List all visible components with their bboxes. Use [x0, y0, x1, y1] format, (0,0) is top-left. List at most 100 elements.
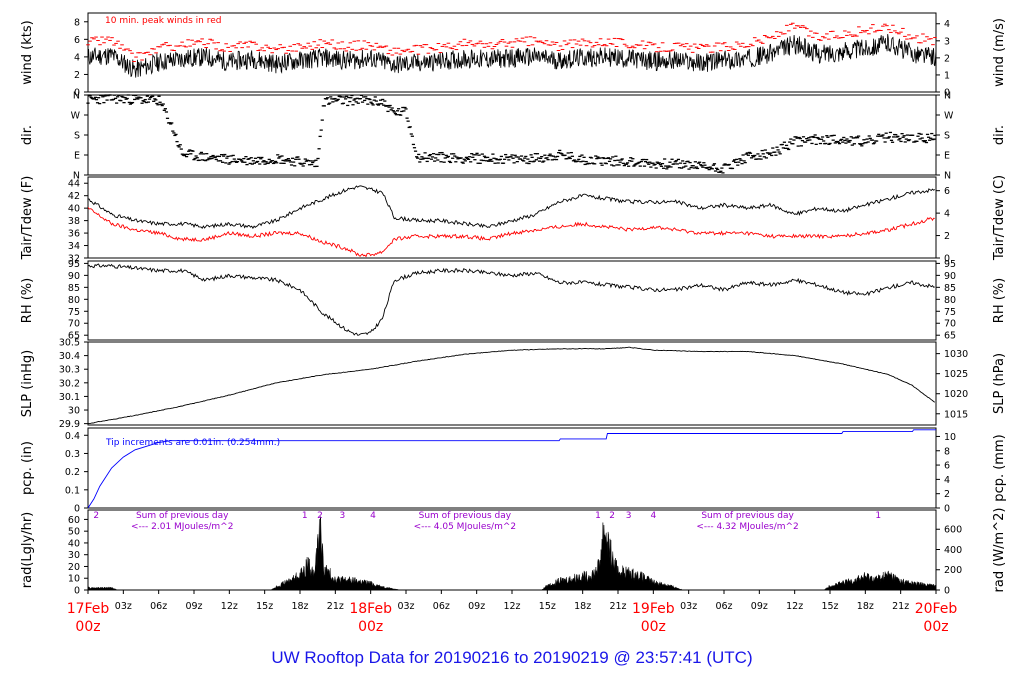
rad-day-total-label: Sum of previous day	[701, 511, 794, 521]
x-day-hour-label: 00z	[75, 619, 100, 635]
y-tick-label-right: S	[944, 131, 950, 142]
y-tick-label-right: 4	[944, 475, 950, 486]
x-tick-label: 21z	[327, 601, 344, 612]
y-tick-label: 44	[68, 179, 80, 190]
y-tick-label-right: N	[944, 91, 951, 102]
y-axis-label-right: dir.	[992, 125, 1007, 145]
y-tick-label-right: 70	[944, 319, 956, 330]
rad-hour-marker: 1	[302, 511, 308, 521]
x-tick-label: 18z	[574, 601, 591, 612]
x-tick-label: 12z	[786, 601, 803, 612]
x-tick-label: 06z	[715, 601, 732, 612]
x-tick-label: 09z	[185, 601, 202, 612]
y-axis-label-right: RH (%)	[992, 278, 1007, 323]
y-tick-label: 30.4	[59, 351, 80, 362]
rad-day-total-label: Sum of previous day	[136, 511, 229, 521]
x-tick-label: 03z	[397, 601, 414, 612]
y-axis-label: RH (%)	[20, 278, 35, 323]
x-tick-label: 21z	[609, 601, 626, 612]
y-tick-label: 0.3	[65, 449, 80, 460]
y-tick-label: N	[73, 171, 80, 182]
y-tick-label-right: 1015	[944, 409, 968, 420]
x-tick-label: 15z	[821, 601, 838, 612]
y-tick-label: 30.2	[59, 378, 80, 389]
chart-title: UW Rooftop Data for 20190216 to 20190219…	[271, 648, 753, 667]
y-tick-label-right: 1	[944, 70, 950, 81]
y-tick-label-right: 0	[944, 504, 950, 515]
x-tick-label: 03z	[680, 601, 697, 612]
panel-slp: 29.9 30 30.1 30.2 30.3 30.4 30.5 1015 1020 1025 10…	[20, 338, 1007, 431]
y-axis-label: SLP (inHg)	[20, 350, 35, 418]
y-tick-label-right: E	[944, 151, 950, 162]
y-tick-label: 29.9	[59, 419, 80, 430]
y-tick-label-right: 80	[944, 295, 956, 306]
x-tick-label: 15z	[539, 601, 556, 612]
rad-day-total-value: <--- 4.32 MJoules/m^2	[696, 522, 798, 532]
y-tick-label: 38	[68, 216, 80, 227]
y-tick-label: W	[71, 111, 81, 122]
y-tick-label: E	[74, 151, 80, 162]
y-tick-label: 0.1	[65, 485, 80, 496]
y-tick-label-right: 1025	[944, 369, 968, 380]
rad-day-total-value: <--- 2.01 MJoules/m^2	[131, 522, 233, 532]
y-tick-label: 30	[68, 406, 80, 417]
y-tick-label: 2	[74, 70, 80, 81]
y-axis-label-right: SLP (hPa)	[992, 353, 1007, 414]
y-axis-label-right: Tair/Tdew (C)	[992, 175, 1007, 261]
x-day-label: 19Feb	[632, 601, 675, 617]
rad-hour-marker: 4	[650, 511, 656, 521]
x-tick-label: 15z	[256, 601, 273, 612]
y-tick-label-right: 4	[944, 209, 950, 220]
x-axis: 17Feb 00z 03z 06z 09z 12z 15z 18z 21z 18Feb 00z 03z…	[67, 590, 958, 635]
y-tick-label: 0	[74, 88, 80, 99]
y-tick-label-right: 8	[944, 446, 950, 457]
x-tick-label: 21z	[892, 601, 909, 612]
y-tick-label-right: 4	[944, 19, 950, 30]
y-axis-label: wind (kts)	[20, 20, 35, 84]
y-tick-label-right: 65	[944, 331, 956, 342]
panel-wind: 0 2 4 6 8 0 1 2 3 4 wind (kts) wind (m/s) 10 min. pe…	[20, 12, 1007, 99]
y-tick-label: 0	[74, 586, 80, 597]
y-tick-label: 70	[68, 319, 80, 330]
rad-series-area	[88, 516, 936, 590]
x-day-hour-label: 00z	[923, 619, 948, 635]
y-tick-label: 0	[74, 504, 80, 515]
y-tick-label: S	[74, 131, 80, 142]
y-tick-label: 0.2	[65, 467, 80, 478]
temp-series-line	[88, 185, 936, 230]
x-tick-label: 06z	[433, 601, 450, 612]
rad-hour-marker: 2	[609, 511, 615, 521]
y-tick-label: 80	[68, 295, 80, 306]
x-day-hour-label: 00z	[358, 619, 383, 635]
rad-hour-marker: 1	[595, 511, 601, 521]
y-tick-label: 50	[68, 527, 80, 538]
x-day-label: 17Feb	[67, 601, 110, 617]
x-day-label: 20Feb	[915, 601, 958, 617]
y-tick-label: 8	[74, 17, 80, 28]
y-tick-label: 85	[68, 283, 80, 294]
x-tick-label: 18z	[291, 601, 308, 612]
x-day-label: 18Feb	[349, 601, 392, 617]
y-tick-label-right: 90	[944, 271, 956, 282]
plot-frame	[87, 94, 937, 176]
y-tick-label: 10	[68, 574, 80, 585]
y-axis-label: Tair/Tdew (F)	[20, 176, 35, 261]
y-tick-label: 65	[68, 331, 80, 342]
rad-hour-marker: 4	[370, 511, 376, 521]
rad-day-total-value: <--- 4.05 MJoules/m^2	[414, 522, 516, 532]
y-tick-label: 95	[68, 259, 80, 270]
x-tick-label: 09z	[751, 601, 768, 612]
y-tick-label-right: 400	[944, 545, 962, 556]
rad-hour-marker: 3	[340, 511, 346, 521]
y-tick-label: 30.1	[59, 392, 80, 403]
y-tick-label: 20	[68, 562, 80, 573]
y-tick-label-right: 0	[944, 586, 950, 597]
plot-frame	[87, 341, 937, 426]
wind-annotation: 10 min. peak winds in red	[105, 16, 222, 26]
y-tick-label-right: 10	[944, 432, 956, 443]
rad-hour-marker: 2	[317, 511, 323, 521]
x-tick-label: 09z	[468, 601, 485, 612]
y-tick-label-right: 1030	[944, 349, 968, 360]
